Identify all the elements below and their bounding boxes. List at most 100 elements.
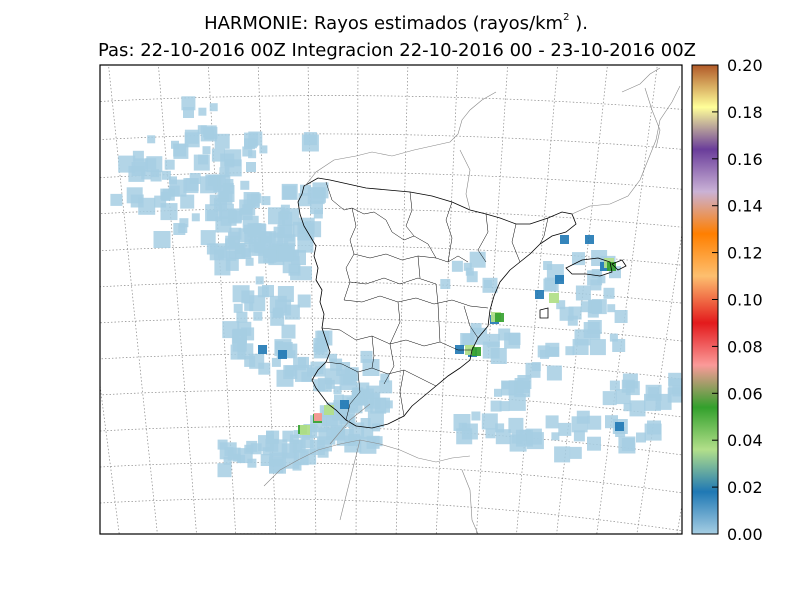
lightning-cell (253, 311, 263, 321)
lightning-cell (266, 430, 274, 439)
lightning-cell (209, 103, 218, 112)
lightning-cell (245, 257, 254, 266)
lightning-cell (451, 260, 463, 272)
lightning-cell (255, 276, 264, 285)
lightning-cell (340, 369, 357, 386)
lightning-cell (367, 411, 384, 428)
lightning-cell (278, 350, 287, 359)
lightning-cell (132, 150, 144, 162)
colorbar-tick-label: 0.06 (727, 384, 763, 403)
lightning-cell (272, 308, 282, 318)
lightning-cell (244, 444, 254, 454)
lightning-cell (181, 96, 196, 111)
lightning-cell (200, 230, 216, 246)
lightning-cell (615, 427, 626, 437)
lightning-cell (526, 432, 544, 450)
lightning-density-cells (110, 96, 682, 478)
lightning-cell (110, 193, 123, 206)
lightning-cell (567, 315, 578, 326)
lightning-cell (258, 362, 271, 375)
lightning-cell (540, 349, 549, 359)
lightning-cell (580, 301, 592, 313)
coastline (297, 177, 627, 429)
lightning-cell (330, 425, 345, 440)
lightning-cell (225, 238, 236, 249)
lightning-cell (282, 430, 294, 442)
lightning-cell (484, 280, 492, 288)
lightning-cell (180, 194, 195, 209)
lightning-cell (258, 345, 267, 354)
lightning-cell (508, 393, 526, 411)
lightning-cell (300, 448, 317, 465)
lightning-cell (283, 365, 298, 380)
colorbar-tick-label: 0.00 (727, 525, 763, 544)
lightning-cell (612, 339, 626, 352)
lightning-cell (545, 415, 559, 429)
map-title-line-2: Pas: 22-10-2016 00Z Integracion 22-10-20… (97, 40, 696, 61)
lightning-cell (490, 348, 507, 364)
lightning-cell (440, 279, 451, 289)
lightning-cell (472, 347, 481, 356)
lightning-cell (277, 286, 294, 302)
lightning-cell (333, 386, 342, 395)
lightning-cell (173, 143, 189, 159)
lightning-cell (313, 379, 326, 392)
lightning-cell (259, 145, 268, 154)
lightning-cell (297, 266, 312, 281)
lightning-cell (244, 301, 254, 311)
lightning-cell (251, 193, 262, 204)
colorbar-tick-label: 0.14 (727, 197, 763, 216)
lightning-cell (281, 324, 296, 339)
lightning-cell (622, 373, 638, 389)
neighbour-coastlines (263, 67, 681, 534)
lightning-cell (236, 311, 248, 323)
lightning-cell (214, 133, 230, 149)
lightning-cell (246, 162, 256, 172)
lightning-cell (618, 436, 636, 454)
lightning-cell (217, 463, 232, 478)
lightning-cell (183, 107, 194, 118)
lightning-cell (150, 170, 162, 182)
lightning-cell (314, 413, 322, 421)
lightning-cell (360, 350, 373, 363)
lightning-cell (554, 446, 571, 463)
graticule-lines (100, 65, 682, 534)
lightning-cell (305, 221, 322, 238)
lightning-cell (366, 385, 380, 399)
lightning-cell (183, 178, 199, 194)
lightning-cell (293, 430, 302, 439)
lightning-cell (469, 251, 486, 268)
lightning-cell (250, 443, 262, 455)
lightning-cell (297, 294, 311, 308)
lightning-cell (310, 201, 323, 215)
lightning-cell (525, 362, 541, 378)
lightning-cell (501, 381, 510, 390)
lightning-cell (495, 423, 505, 433)
lightning-cell (546, 365, 562, 381)
lightning-cell (138, 197, 156, 215)
lightning-cell (609, 333, 618, 342)
lightning-cell (602, 391, 617, 406)
lightning-cell (350, 395, 361, 406)
lightning-cell (232, 285, 250, 303)
lightning-cell (141, 169, 152, 180)
lightning-cell (615, 422, 624, 431)
lightning-cell (313, 338, 328, 352)
lightning-cell (179, 218, 189, 228)
lightning-cell (360, 418, 371, 428)
colorbar-ticks: 0.00 0.02 0.04 0.06 0.08 0.10 0.12 0.14 0.16 0.18… (712, 56, 763, 544)
lightning-cell (153, 231, 171, 248)
lightning-cell (555, 275, 564, 284)
lightning-cell (191, 213, 200, 222)
lightning-cell (481, 413, 498, 430)
lightning-cell (310, 187, 326, 203)
lightning-cell (590, 279, 602, 291)
lightning-cell (248, 239, 262, 253)
colorbar-tick-label: 0.04 (727, 431, 763, 450)
region-borders (321, 181, 549, 421)
lightning-cell (281, 183, 298, 200)
colorbar-tick-label: 0.02 (727, 478, 763, 497)
lightning-cell (209, 243, 227, 261)
map-title-line-1: HARMONIE: Rayos estimados (rayos/km2 ). (204, 12, 588, 34)
lightning-cell (585, 235, 594, 244)
